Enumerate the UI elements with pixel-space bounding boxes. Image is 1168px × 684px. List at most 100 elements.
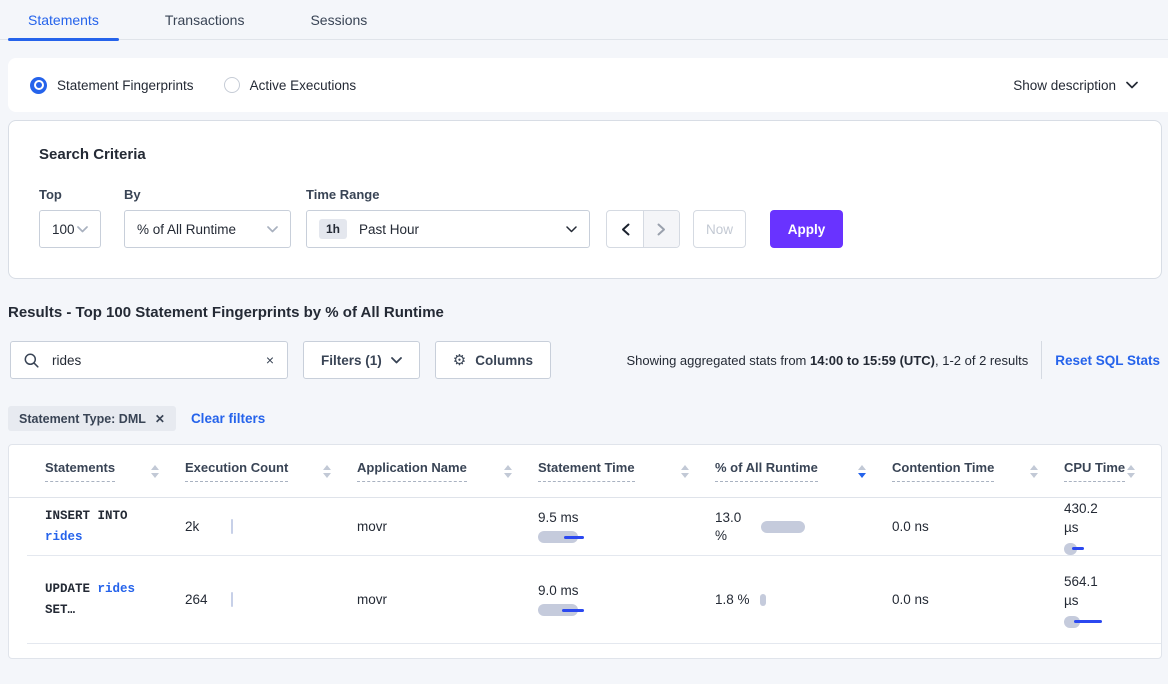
time-step-buttons (606, 210, 680, 248)
chevron-down-icon (390, 356, 402, 363)
column-header-runtime-pct[interactable]: % of All Runtime (715, 460, 892, 482)
columns-button-label: Columns (475, 352, 533, 368)
statement-time-cell: 9.0 ms (538, 583, 715, 616)
table-row: UPDATE rides SET… 264 movr 9.0 ms 1.8 % … (9, 556, 1161, 643)
sort-icon[interactable] (1030, 464, 1038, 478)
tab-sessions[interactable]: Sessions (290, 0, 387, 39)
filter-chip-row: Statement Type: DML ✕ Clear filters (8, 406, 1168, 431)
sort-icon[interactable] (504, 464, 512, 478)
column-header-cpu-time[interactable]: CPU Time (1064, 460, 1161, 482)
column-header-contention-time[interactable]: Contention Time (892, 460, 1064, 482)
header-label: Statements (45, 460, 116, 482)
reset-sql-stats-link[interactable]: Reset SQL Stats (1055, 352, 1160, 368)
show-description-label: Show description (1013, 77, 1116, 93)
clear-filters-link[interactable]: Clear filters (190, 411, 266, 426)
contention-time-cell: 0.0 ns (892, 592, 929, 607)
search-input[interactable] (50, 351, 255, 369)
row-divider (27, 555, 1161, 556)
top-field: Top 100 (39, 187, 101, 248)
runtime-pct-bar (759, 593, 766, 606)
chevron-down-icon (77, 225, 88, 233)
application-name-cell: movr (357, 592, 387, 607)
top-select-value: 100 (52, 221, 75, 237)
table-row: INSERT INTO rides 2k movr 9.5 ms 13.0 % … (9, 498, 1161, 555)
header-label: Application Name (357, 460, 467, 482)
tab-statements[interactable]: Statements (8, 0, 119, 41)
execution-count-bar (231, 592, 233, 607)
by-select-value: % of All Runtime (137, 221, 237, 237)
apply-button[interactable]: Apply (770, 210, 843, 248)
sort-icon[interactable] (681, 464, 689, 478)
statement-link[interactable]: rides (97, 581, 136, 596)
radio-statement-fingerprints[interactable]: Statement Fingerprints (30, 76, 194, 94)
statement-link[interactable]: rides (45, 529, 83, 544)
by-select[interactable]: % of All Runtime (124, 210, 291, 248)
next-time-button[interactable] (643, 211, 679, 247)
cpu-time-value: 564.1 µs (1064, 573, 1098, 608)
columns-button[interactable]: ⚙ Columns (434, 341, 551, 379)
time-range-badge: 1h (319, 219, 348, 239)
statement-text: INSERT INTO (45, 508, 128, 523)
sort-icon-active[interactable] (858, 464, 866, 478)
runtime-pct-bar (761, 520, 805, 533)
sort-icon[interactable] (151, 464, 159, 478)
top-label: Top (39, 187, 62, 202)
runtime-pct-value: 13.0 % (715, 509, 742, 543)
stats-suffix: , 1-2 of 2 results (934, 352, 1029, 368)
statements-table: Statements Execution Count Application N… (8, 444, 1162, 659)
runtime-pct-cell: 13.0 % (715, 509, 892, 545)
chevron-down-icon (1126, 81, 1138, 89)
statement-time-bar (538, 531, 715, 543)
statement-type-filter-chip: Statement Type: DML ✕ (8, 406, 176, 431)
time-range-select[interactable]: 1h Past Hour (306, 210, 590, 248)
previous-time-button[interactable] (607, 211, 643, 247)
chevron-right-icon (657, 223, 665, 235)
show-description-toggle[interactable]: Show description (1013, 78, 1138, 93)
radio-statement-fingerprints-label: Statement Fingerprints (57, 77, 194, 93)
radio-active-executions[interactable]: Active Executions (223, 77, 356, 93)
column-header-application-name[interactable]: Application Name (357, 460, 538, 482)
tab-sessions-label: Sessions (310, 11, 368, 28)
table-header-row: Statements Execution Count Application N… (9, 445, 1161, 498)
time-range-value: Past Hour (359, 221, 420, 237)
now-button[interactable]: Now (693, 210, 746, 248)
cpu-time-bar (1064, 542, 1161, 555)
time-range-label: Time Range (306, 187, 380, 202)
table-footer (9, 644, 1161, 658)
close-icon[interactable]: ✕ (154, 411, 165, 426)
header-label: Execution Count (185, 460, 289, 482)
clear-search-icon[interactable]: × (265, 352, 274, 368)
row-divider (27, 643, 1161, 644)
sort-icon[interactable] (1127, 464, 1135, 478)
chevron-down-icon (566, 225, 577, 233)
runtime-pct-value: 1.8 % (715, 592, 750, 607)
statement-search-box[interactable]: × (10, 341, 288, 379)
statement-text: UPDATE (45, 581, 98, 596)
top-select[interactable]: 100 (39, 210, 101, 248)
cpu-time-value: 430.2 µs (1064, 500, 1098, 535)
column-header-statement-time[interactable]: Statement Time (538, 460, 715, 482)
radio-unselected-icon (223, 77, 240, 93)
execution-count-value: 2k (185, 519, 200, 534)
column-header-statements[interactable]: Statements (45, 460, 185, 482)
results-controls-row: × Filters (1) ⚙ Columns Showing aggregat… (10, 341, 1168, 379)
search-criteria-card: Search Criteria Top 100 By % of All Runt… (8, 120, 1162, 279)
header-label: Statement Time (538, 460, 635, 482)
tab-bar: Statements Transactions Sessions (0, 0, 1168, 41)
execution-count-cell: 264 (185, 592, 357, 607)
filters-button[interactable]: Filters (1) (303, 341, 420, 379)
execution-count-bar (231, 519, 233, 534)
filter-chip-label: Statement Type: DML (19, 411, 146, 426)
sort-icon[interactable] (323, 464, 331, 478)
statement-time-value: 9.0 ms (538, 583, 579, 598)
results-heading: Results - Top 100 Statement Fingerprints… (8, 304, 444, 321)
tab-transactions[interactable]: Transactions (145, 0, 265, 39)
statement-cell: INSERT INTO rides (45, 506, 185, 548)
radio-selected-icon (30, 76, 47, 94)
cpu-time-bar (1064, 615, 1161, 628)
statement-text: SET… (45, 602, 76, 617)
stats-time-window: 14:00 to 15:59 (UTC) (810, 352, 935, 368)
chevron-left-icon (621, 223, 629, 235)
column-header-execution-count[interactable]: Execution Count (185, 460, 357, 482)
filters-button-label: Filters (1) (321, 352, 382, 368)
